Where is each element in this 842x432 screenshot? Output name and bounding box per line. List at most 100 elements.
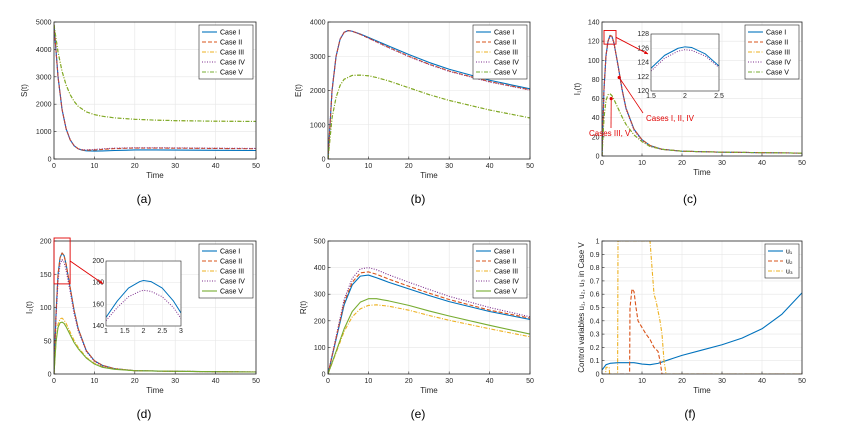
x-tick-label: 10: [638, 378, 646, 385]
legend-entry: Case V: [220, 289, 243, 296]
legend-entry: Case I: [494, 30, 514, 37]
series-line-b-5: [328, 74, 530, 159]
y-tick-label: 0.9: [590, 252, 600, 259]
series-line-f-1: [602, 292, 802, 371]
legend-entry: u₃: [786, 269, 793, 276]
y-tick-label: 0.3: [590, 332, 600, 339]
panel-a: 0 10 20 30 40 50 0 1000 2000 3000 4000 5000 Time S(t)…: [20, 20, 260, 207]
inset-x-tick-label: 3: [179, 328, 183, 335]
y-tick-label: 100: [588, 58, 600, 65]
inset-x-tick-label: 2: [142, 328, 146, 335]
legend-entry: Case IV: [494, 60, 519, 67]
inset-d: 1 1.5 2 2.5 3 140 160 180 200: [92, 258, 183, 335]
y-tick-label: 2000: [310, 88, 326, 95]
panel-caption: (f): [684, 407, 695, 421]
inset-y-tick-label: 140: [92, 323, 104, 330]
panel-caption: (b): [411, 192, 426, 206]
legend-entry: Case I: [220, 30, 240, 37]
inset-x-tick-label: 2: [683, 93, 687, 100]
series-line-a-4: [54, 24, 256, 151]
x-axis-label: Time: [146, 171, 164, 180]
y-tick-label: 0.2: [590, 345, 600, 352]
y-tick-label: 0: [48, 372, 52, 379]
x-tick-label: 30: [445, 378, 453, 385]
legend-entry: Case IV: [766, 60, 791, 67]
legend: Case I Case II Case III Case IV Case V: [472, 243, 528, 299]
x-axis-label: Time: [420, 386, 438, 395]
x-tick-label: 30: [718, 378, 726, 385]
series-line-a-5: [54, 24, 256, 123]
legend-entry: Case I: [220, 249, 240, 256]
inset-y-tick-label: 180: [92, 280, 104, 287]
y-tick-label: 20: [592, 134, 600, 141]
legend-entry: Case II: [494, 259, 516, 266]
legend: Case I Case II Case III Case IV Case V: [744, 24, 800, 80]
inset-box: [650, 33, 720, 92]
y-axis-label: I₂(t): [25, 301, 34, 314]
legend-entry: u₁: [786, 249, 793, 256]
y-tick-label: 300: [314, 292, 326, 299]
x-tick-label: 40: [758, 378, 766, 385]
legend-entry: Case IV: [220, 60, 245, 67]
x-tick-label: 10: [365, 163, 373, 170]
annotation-arrow-head: [617, 75, 621, 80]
x-tick-label: 40: [758, 160, 766, 167]
y-tick-label: 140: [588, 20, 600, 27]
series-line-e-1: [328, 274, 530, 374]
x-tick-label: 0: [326, 163, 330, 170]
legend-entry: Case III: [220, 50, 244, 57]
annotation-label: Cases I, II, IV: [646, 114, 695, 123]
series-line-e-2: [328, 271, 530, 374]
legend-entry: Case V: [494, 70, 517, 77]
legend-entry: Case II: [494, 40, 516, 47]
x-axis-label: Time: [693, 386, 711, 395]
zoom-arrow-head: [99, 280, 103, 284]
legend-entry: Case III: [220, 269, 244, 276]
legend-entry: Case II: [220, 259, 242, 266]
x-tick-label: 0: [600, 378, 604, 385]
x-tick-label: 30: [718, 160, 726, 167]
x-tick-label: 50: [252, 163, 260, 170]
inset-y-tick-label: 124: [637, 60, 649, 67]
y-tick-label: 3000: [310, 54, 326, 61]
inset-x-tick-label: 1.5: [646, 93, 656, 100]
y-tick-label: 0: [596, 154, 600, 161]
legend-entry: Case II: [766, 40, 788, 47]
series-line-b-4: [328, 30, 530, 159]
series-line-e-5: [328, 298, 530, 374]
legend-entry: Case V: [494, 289, 517, 296]
x-tick-label: 20: [678, 160, 686, 167]
panel-caption: (a): [137, 192, 152, 206]
legend-entry: Case V: [220, 70, 243, 77]
y-tick-label: 500: [314, 239, 326, 246]
inset-series-line: [651, 46, 719, 69]
panel-caption: (d): [137, 407, 152, 421]
series-line-e-3: [328, 304, 530, 374]
x-tick-label: 20: [678, 378, 686, 385]
x-tick-label: 0: [600, 160, 604, 167]
legend: Case I Case II Case III Case IV Case V: [472, 24, 528, 80]
annotation-arrow-head: [609, 96, 613, 101]
x-tick-label: 30: [445, 163, 453, 170]
x-tick-label: 50: [526, 378, 534, 385]
zoom-arrow-head: [644, 50, 648, 54]
y-tick-label: 0: [596, 372, 600, 379]
legend-entry: Case III: [766, 50, 790, 57]
y-axis-label: S(t): [20, 84, 29, 97]
legend-entry: Case III: [494, 269, 518, 276]
y-tick-label: 1: [596, 239, 600, 246]
legend-entry: Case I: [766, 30, 786, 37]
x-tick-label: 10: [365, 378, 373, 385]
y-tick-label: 400: [314, 265, 326, 272]
y-axis-label: R(t): [299, 301, 308, 315]
inset-series-line: [651, 49, 719, 72]
y-axis-label: E(t): [294, 84, 303, 97]
x-tick-label: 50: [526, 163, 534, 170]
inset-y-tick-label: 120: [637, 88, 649, 95]
x-tick-label: 20: [405, 378, 413, 385]
inset-y-tick-label: 200: [92, 258, 104, 265]
x-axis-label: Time: [420, 171, 438, 180]
x-tick-label: 30: [171, 163, 179, 170]
series-line-e-4: [328, 267, 530, 374]
